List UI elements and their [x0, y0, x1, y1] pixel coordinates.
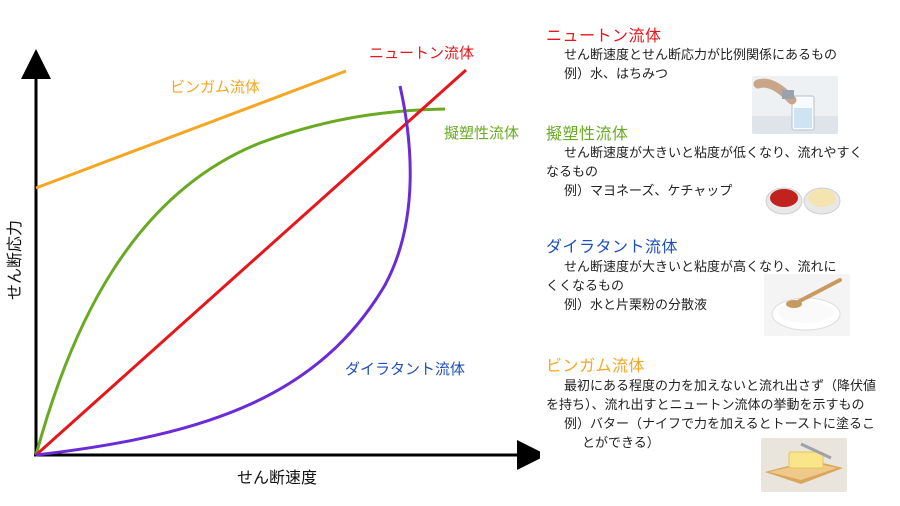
newtonian-label: ニュートン流体 [369, 44, 474, 62]
section-line: くくなるもの [546, 279, 625, 294]
pseudoplastic-curve [34, 107, 446, 456]
section-line: とができる） [582, 436, 660, 451]
section-title-newtonian: ニュートン流体 [546, 26, 662, 45]
section-example: 例）バター（ナイフで力を加えるとトーストに塗るこ [564, 417, 875, 432]
bingham-label: ビンガム流体 [170, 78, 260, 96]
section-line: せん断速度とせん断応力が比例関係にあるもの [564, 48, 838, 63]
section-line: を持ち）、流れ出すとニュートン流体の挙動を示すもの [546, 398, 865, 413]
pseudoplastic-label: 擬塑性流体 [444, 124, 519, 142]
y-axis-label: せん断応力 [5, 220, 24, 300]
section-example: 例）マヨネーズ、ケチャップ [564, 184, 733, 199]
section-title-bingham: ビンガム流体 [546, 356, 646, 375]
ketchup-mayonnaise-photo [760, 167, 846, 225]
section-title-dilatant: ダイラタント流体 [546, 237, 679, 256]
flow-curve-diagram: せん断速度 せん断応力 ニュートン流体 ビンガム流体 擬塑性流体 ダイラタント流… [5, 44, 540, 487]
dilatant-curve [35, 85, 412, 457]
water-glass-photo [752, 76, 838, 134]
section-line: なるもの [546, 165, 599, 180]
dilatant-label: ダイラタント流体 [345, 360, 465, 378]
section-line: 最初にある程度の力を加えないと流れ出さず（降伏値 [564, 379, 877, 394]
section-line: せん断速度が大きいと粘度が低くなり、流れやすく [564, 146, 863, 161]
butter-toast-photo [761, 438, 847, 492]
newtonian-curve [34, 68, 468, 457]
section-example: 例）水と片栗粉の分散液 [564, 298, 708, 313]
section-line: せん断速度が大きいと粘度が高くなり、流れに [564, 260, 837, 275]
section-title-pseudoplastic: 擬塑性流体 [546, 124, 629, 143]
x-axis-label: せん断速度 [237, 468, 317, 487]
section-example: 例）水、はちみつ [564, 67, 669, 82]
bingham-curve [35, 69, 347, 190]
starch-spoon-photo [764, 274, 850, 336]
